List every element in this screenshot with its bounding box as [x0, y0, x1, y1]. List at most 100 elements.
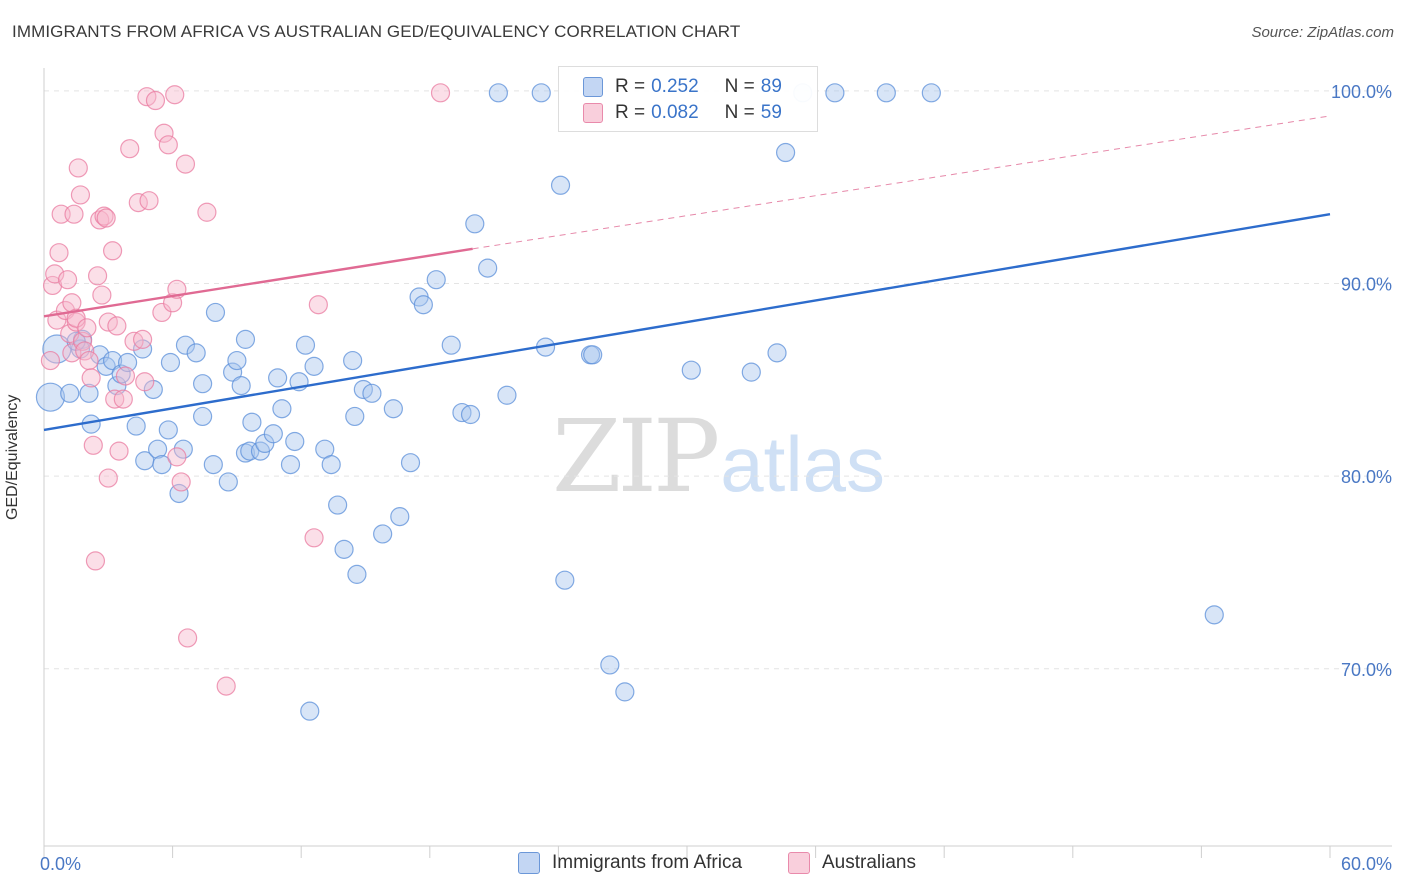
watermark-atlas: atlas — [720, 420, 886, 508]
legend-n-key: N = — [724, 102, 755, 123]
africa-point — [300, 701, 320, 721]
series-legend: Immigrants from Africa Australians — [0, 852, 1406, 878]
australians-point — [158, 135, 178, 155]
africa-point — [193, 406, 213, 427]
legend-swatch-africa — [518, 852, 540, 874]
africa-point — [175, 335, 196, 355]
africa-point — [158, 420, 178, 440]
australians-point — [135, 372, 155, 392]
australians-trend-line — [43, 247, 473, 318]
australians-point — [96, 208, 116, 228]
africa-point — [345, 406, 365, 427]
legend-row-africa: R = 0.252 N = 89 — [583, 75, 808, 99]
africa-point — [550, 175, 571, 195]
africa-point — [186, 343, 206, 363]
legend-item-africa[interactable]: Immigrants from Africa — [518, 852, 742, 874]
legend-swatch-australians — [788, 852, 810, 874]
africa-point — [285, 431, 305, 452]
legend-r-value-africa: 0.252 — [651, 76, 699, 97]
x-tick-label: 0.0% — [40, 854, 81, 874]
africa-point — [102, 350, 123, 371]
africa-point — [328, 495, 348, 515]
australians-point — [40, 350, 61, 371]
legend-item-australians[interactable]: Australians — [788, 852, 916, 874]
legend-r-key: R = — [615, 102, 646, 123]
africa-point — [488, 83, 508, 103]
africa-point — [1204, 605, 1224, 625]
africa-point — [583, 345, 603, 365]
australians-point — [92, 285, 112, 305]
africa-point — [465, 214, 485, 234]
watermark: ZIPatlas — [552, 398, 885, 515]
africa-point — [304, 356, 324, 376]
africa-point — [79, 383, 99, 403]
africa-point — [231, 376, 251, 396]
africa-point — [334, 539, 354, 559]
australians-point — [98, 468, 118, 488]
africa-point — [497, 385, 517, 405]
africa-point — [426, 270, 446, 290]
australians-point — [85, 551, 106, 571]
australians-point — [49, 243, 69, 263]
africa-point — [600, 655, 620, 675]
australians-point — [79, 350, 99, 371]
africa-point — [555, 570, 575, 590]
australians-point — [139, 191, 159, 211]
legend-swatch-africa — [583, 77, 603, 97]
australians-point — [175, 154, 196, 174]
australians-point — [75, 341, 95, 361]
africa-point — [321, 454, 341, 475]
legend-swatch-australians — [583, 103, 603, 123]
australians-point — [77, 318, 97, 338]
africa-point — [173, 439, 193, 459]
australians-point — [64, 204, 84, 224]
africa-point — [169, 483, 189, 504]
africa-point — [347, 564, 367, 584]
australians-point — [68, 158, 88, 178]
australians-point — [83, 435, 103, 455]
source-label: Source: ZipAtlas.com — [1251, 24, 1394, 41]
africa-point — [460, 404, 481, 425]
africa-point — [741, 362, 761, 382]
australians-point — [145, 90, 166, 111]
australians-point — [216, 676, 236, 696]
australians-point — [197, 202, 217, 222]
africa-point — [413, 295, 433, 315]
australians-point — [132, 329, 153, 349]
x-tick-label: 60.0% — [1341, 854, 1392, 874]
africa-point — [876, 83, 896, 103]
africa-point — [767, 343, 787, 363]
africa-point — [531, 83, 551, 103]
africa-point — [775, 142, 796, 163]
australians-point — [152, 302, 172, 323]
watermark-zip: ZIP — [552, 398, 720, 515]
africa-point — [343, 350, 363, 371]
australians-point — [430, 83, 451, 103]
australians-point — [102, 241, 123, 261]
africa-point — [218, 472, 238, 492]
australians-point — [57, 270, 78, 290]
y-tick-label: 100.0% — [1331, 82, 1392, 102]
africa-trend-line — [43, 212, 1331, 432]
africa-point — [272, 399, 292, 419]
legend-r-value-australians: 0.082 — [651, 102, 699, 123]
legend-n-key: N = — [724, 76, 755, 97]
africa-point — [152, 454, 172, 475]
legend-r-key: R = — [615, 76, 646, 97]
africa-point — [362, 383, 382, 403]
chart-title: IMMIGRANTS FROM AFRICA VS AUSTRALIAN GED… — [12, 22, 741, 41]
africa-point — [60, 383, 80, 403]
africa-point — [193, 374, 213, 394]
australians-point — [81, 368, 101, 388]
africa-point — [268, 368, 288, 388]
africa-point — [205, 302, 226, 323]
legend-n-value-australians: 59 — [760, 102, 782, 123]
africa-point — [681, 360, 701, 380]
stats-legend: R = 0.252 N = 89 R = 0.082 N = 59 — [558, 66, 818, 132]
australians-point — [167, 447, 187, 467]
y-tick-label: 90.0% — [1341, 275, 1392, 295]
africa-point — [825, 83, 845, 103]
africa-point — [383, 399, 403, 419]
africa-point — [35, 382, 66, 412]
